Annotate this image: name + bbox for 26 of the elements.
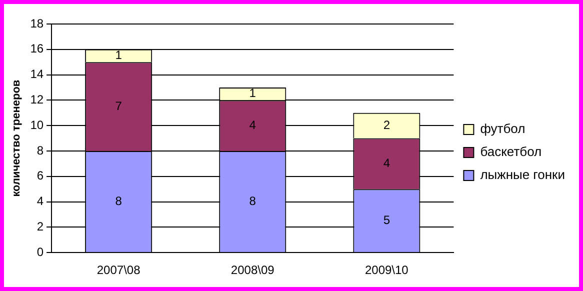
x-tick-label: 2009\10 [364,263,409,278]
y-tick-label: 0 [36,244,44,259]
legend-label: баскетбол [480,144,542,160]
data-label: 8 [249,194,256,208]
data-label: 1 [115,48,122,62]
data-label: 1 [249,86,256,100]
data-label: 8 [115,194,122,208]
legend-label: лыжные гонки [480,167,566,182]
data-label: 5 [383,212,390,227]
data-label: 4 [383,156,390,170]
legend-label: футбол [480,121,526,136]
y-axis-title: количество тренеров [10,80,23,197]
y-tick-label: 18 [30,16,44,30]
data-label: 2 [383,118,390,132]
x-tick-label: 2008\09 [230,263,275,278]
y-tick-label: 8 [36,143,44,158]
y-tick-label: 2 [36,220,44,234]
y-tick-label: 4 [36,194,44,208]
x-tick-label: 2007\08 [96,263,141,278]
y-tick-label: 6 [36,168,44,183]
y-tick-label: 12 [30,92,44,107]
data-label: 7 [115,98,122,113]
y-tick-label: 16 [30,42,44,56]
y-tick-label: 10 [30,118,44,132]
data-label: 4 [249,118,256,132]
y-tick-label: 14 [30,67,44,82]
